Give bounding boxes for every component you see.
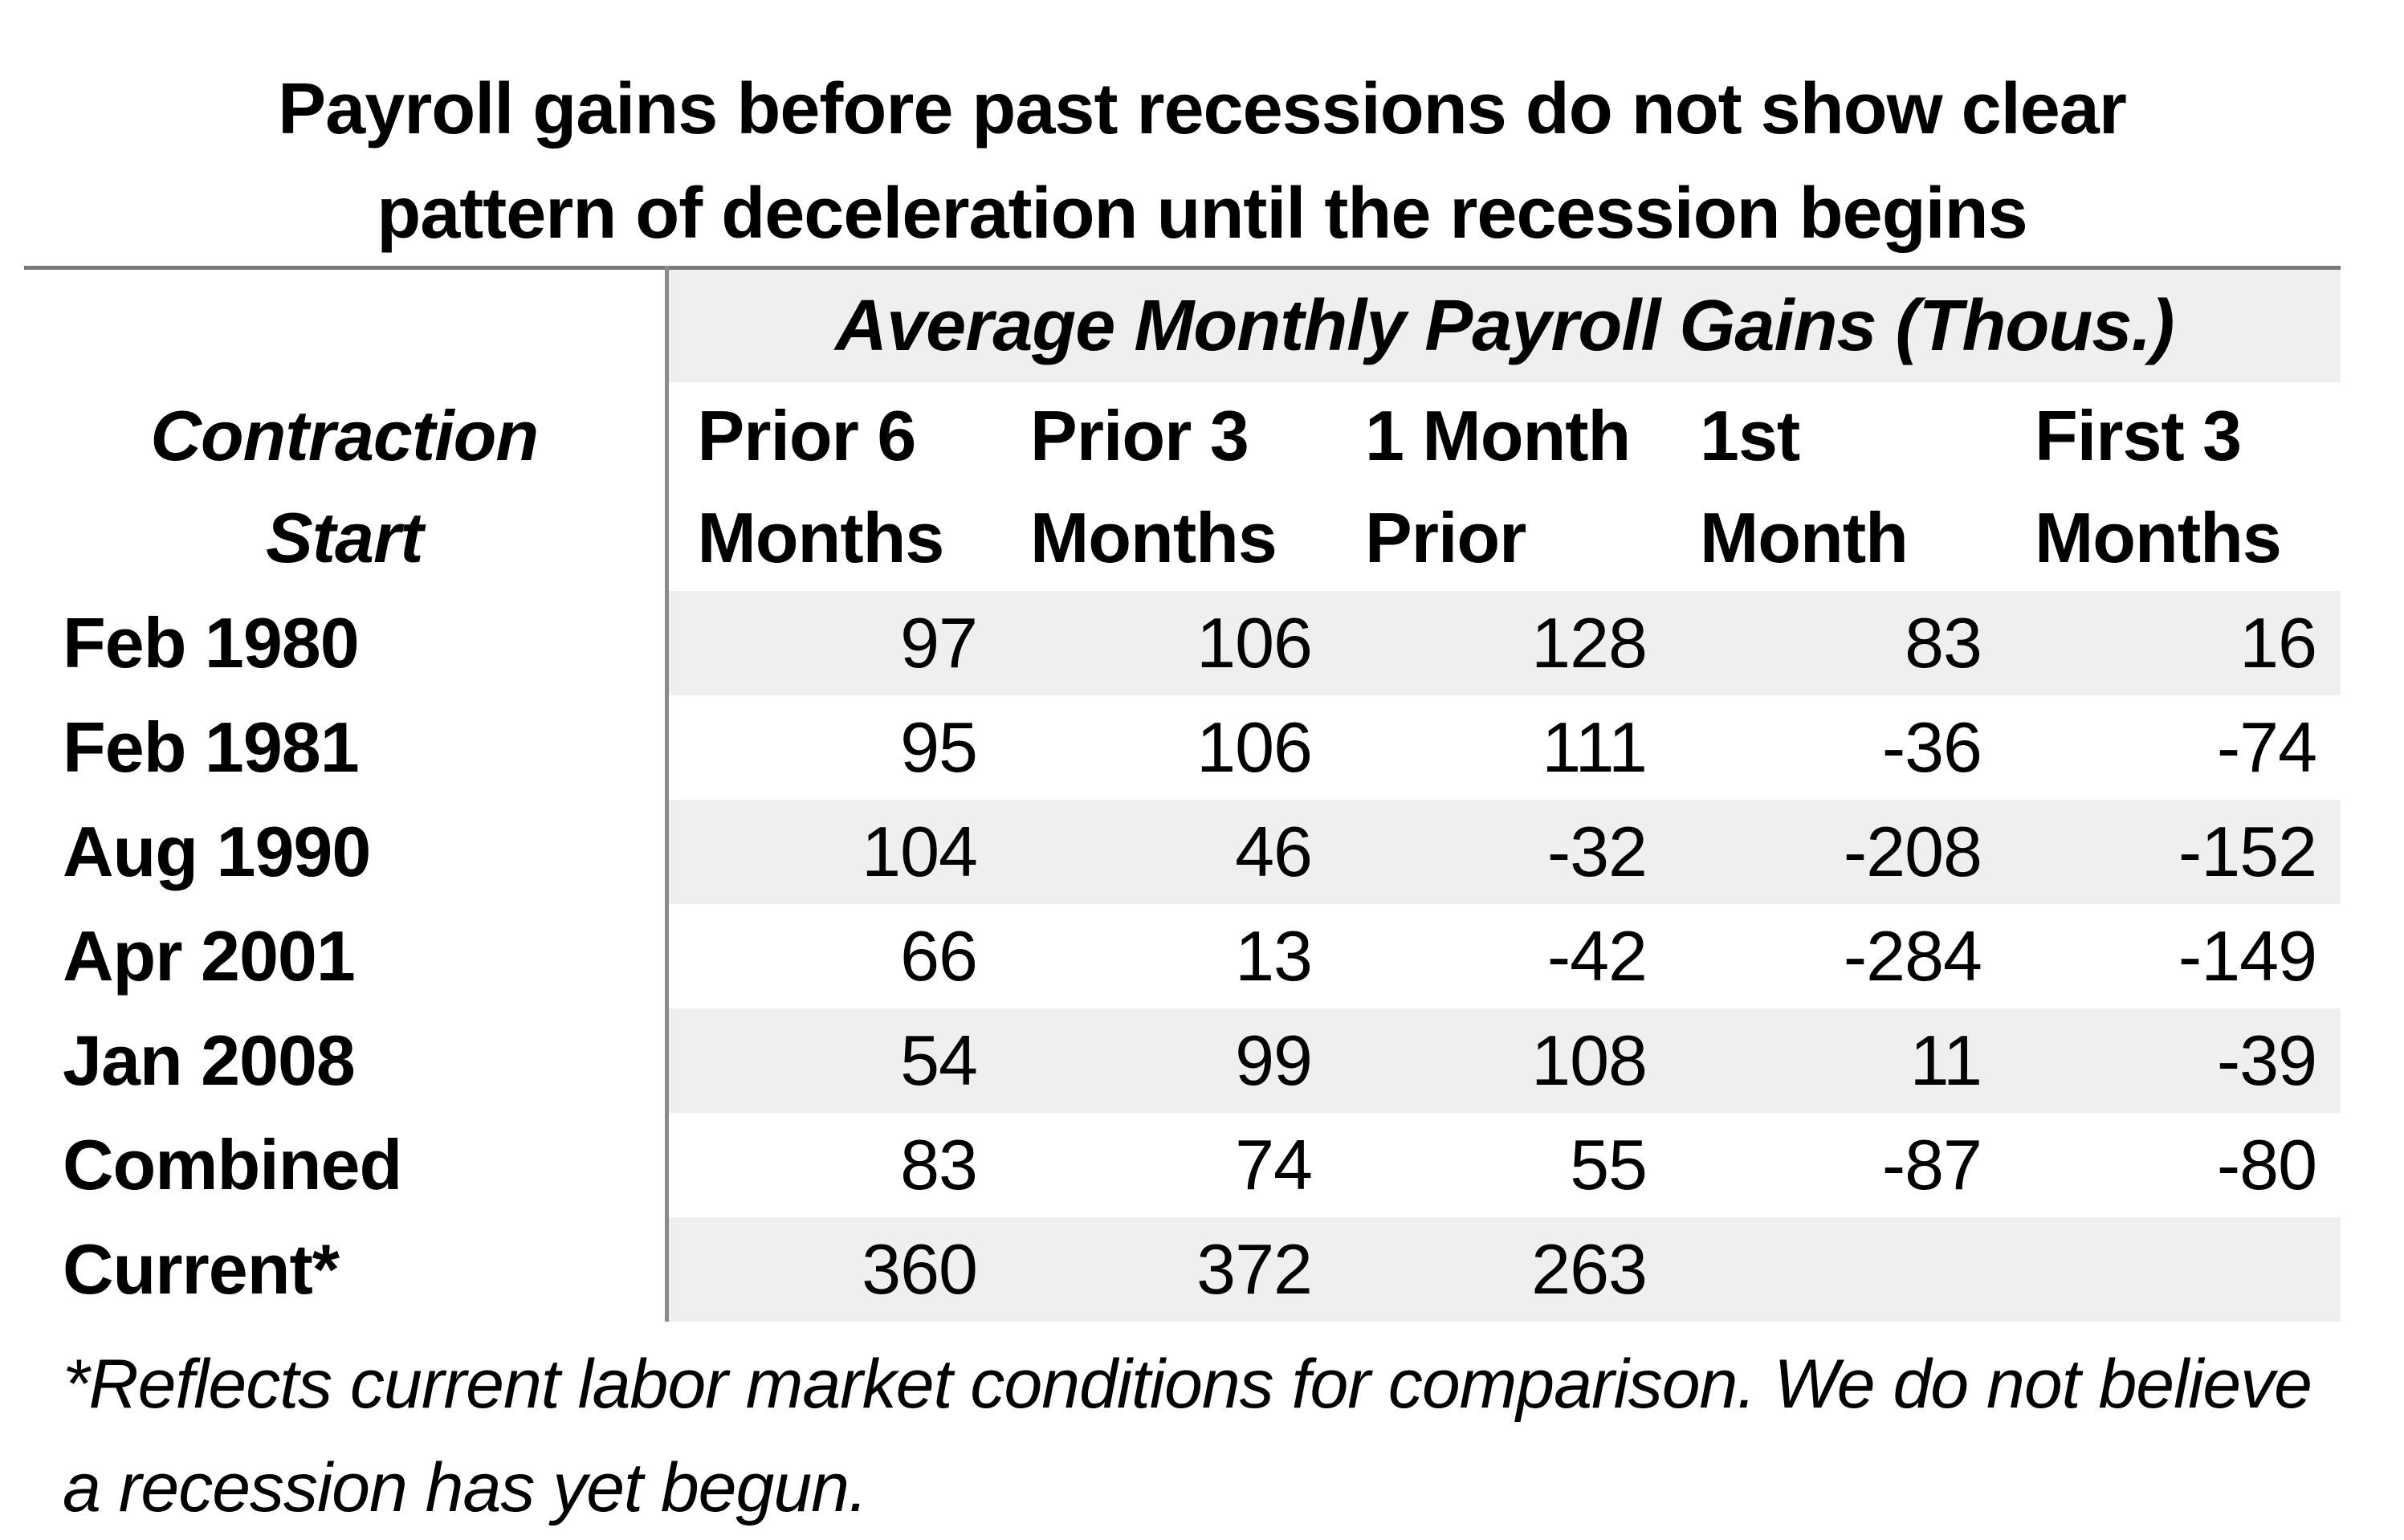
- row-label: Feb 1981: [24, 695, 666, 801]
- cell-value: 11: [1671, 1008, 2006, 1114]
- cell-value: 106: [1001, 591, 1336, 696]
- column-header-prior-6-months: Prior 6 Months: [664, 382, 1001, 592]
- cell-value: 128: [1336, 591, 1671, 696]
- cell-value: 55: [1570, 1125, 1648, 1205]
- cell-value: 16: [2006, 591, 2341, 696]
- cell-value: 104: [664, 800, 1001, 905]
- corner-cell: [24, 267, 666, 383]
- table-row: Current* 360 372 263: [24, 1217, 2341, 1322]
- cell-value: -39: [2006, 1008, 2341, 1114]
- column-header-first-3-months: First 3 Months: [2035, 395, 2282, 578]
- table-row: Feb 1981 95 106 111 -36 -74: [24, 695, 2341, 801]
- cell-value: 83: [664, 1113, 1001, 1218]
- cell-value: 263: [1336, 1217, 1671, 1322]
- row-label: Aug 1990: [24, 800, 666, 905]
- cell-value: -152: [2006, 800, 2341, 905]
- cell-value: -80: [2216, 1125, 2317, 1205]
- column-header-prior-3-months: Prior 3 Months: [1030, 395, 1277, 578]
- row-label: Jan 2008: [24, 1008, 666, 1114]
- cell-value: 46: [1001, 800, 1336, 905]
- cell-value: 74: [1235, 1125, 1313, 1205]
- cell-value: 83: [1671, 591, 2006, 696]
- table-row: Aug 1990 104 46 -32 -208 -152: [24, 800, 2341, 905]
- group-header-row: Average Monthly Payroll Gains (Thous.): [24, 267, 2341, 383]
- cell-value: 66: [664, 904, 1001, 1009]
- cell-value: 13: [1235, 916, 1313, 996]
- row-label: Apr 2001: [24, 904, 666, 1009]
- cell-value: 106: [1196, 707, 1313, 788]
- payroll-gains-table: Average Monthly Payroll Gains (Thous.) C…: [24, 266, 2341, 1322]
- table-row: Combined 83 74 55 -87 -80: [24, 1113, 2341, 1218]
- column-header-1-month-prior: 1 Month Prior: [1365, 395, 1631, 578]
- cell-value: -36: [1881, 707, 1982, 788]
- cell-value: 54: [664, 1008, 1001, 1114]
- cell-value: 97: [664, 591, 1001, 696]
- footnote: *Reflects current labor market condition…: [63, 1346, 2312, 1527]
- cell-value: -74: [2216, 707, 2317, 788]
- cell-value: -87: [1881, 1125, 1982, 1205]
- row-header-label: Contraction Start: [150, 395, 539, 578]
- cell-value: -42: [1546, 916, 1648, 996]
- table-row: Jan 2008 54 99 108 11 -39: [24, 1008, 2341, 1114]
- table-row: Feb 1980 97 106 128 83 16: [24, 591, 2341, 696]
- cell-value: 108: [1336, 1008, 1671, 1114]
- column-header-1st-month: 1st Month: [1700, 395, 1909, 578]
- cell-value: -284: [1843, 916, 1982, 996]
- chart-title: Payroll gains before past recessions do …: [278, 69, 2127, 254]
- cell-value: [2006, 1217, 2341, 1322]
- cell-value: 95: [664, 695, 1001, 801]
- row-label: Feb 1980: [24, 591, 666, 696]
- column-header-row: Contraction Start Prior 6 Months Prior 3…: [24, 382, 2341, 592]
- cell-value: -208: [1671, 800, 2006, 905]
- table-row: Apr 2001 66 13 -42 -284 -149: [24, 904, 2341, 1009]
- row-label: Combined: [24, 1113, 666, 1218]
- cell-value: 372: [1001, 1217, 1336, 1322]
- cell-value: 99: [1001, 1008, 1336, 1114]
- cell-value: -32: [1336, 800, 1671, 905]
- row-label: Current*: [24, 1217, 666, 1322]
- group-header-cell: Average Monthly Payroll Gains (Thous.): [664, 267, 2341, 383]
- row-header-cell: Contraction Start: [24, 382, 666, 591]
- cell-value: [1671, 1217, 2006, 1322]
- cell-value: 111: [1542, 707, 1648, 788]
- cell-value: 360: [664, 1217, 1001, 1322]
- cell-value: -149: [2178, 916, 2317, 996]
